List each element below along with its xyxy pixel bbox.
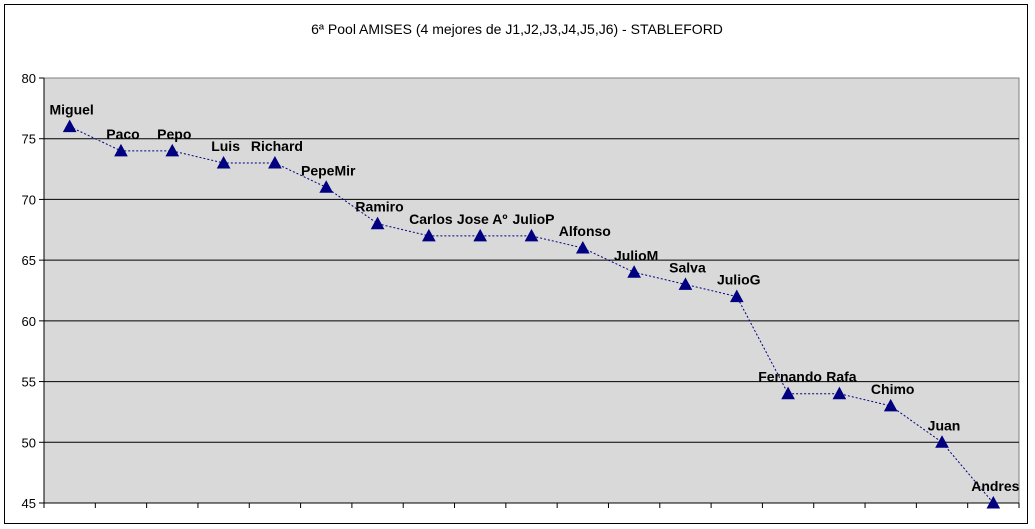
data-point-label: Richard [251, 138, 303, 154]
y-tick-label: 50 [22, 435, 36, 450]
data-point-marker [268, 155, 282, 169]
data-point-marker [114, 143, 128, 157]
data-point-label: Alfonso [559, 223, 611, 239]
y-axis: 45 50 55 60 65 70 75 80 [22, 71, 45, 511]
y-tick-label: 65 [22, 253, 36, 268]
data-point-label: Miguel [49, 102, 93, 118]
chart-title: 6ª Pool AMISES (4 mejores de J1,J2,J3,J4… [311, 21, 723, 37]
plot-area [43, 77, 1020, 504]
data-point-label: PepeMir [301, 162, 356, 178]
data-point-label: JulioM [614, 247, 658, 263]
x-axis [43, 502, 1020, 508]
data-point-label: Salva [669, 259, 706, 275]
y-tick-label: 45 [22, 496, 36, 511]
data-point-marker [883, 398, 898, 412]
data-point-label: JulioP [512, 211, 554, 227]
data-markers [62, 119, 1001, 509]
y-tick-label: 70 [22, 192, 36, 207]
data-labels: Miguel Paco Pepo Luis Richard PepeMir Ramiro Ca… [49, 102, 1019, 494]
data-point-marker [370, 216, 385, 230]
data-point-label: Andres [971, 478, 1019, 494]
data-point-label: Pepo [157, 126, 191, 142]
data-point-marker [986, 495, 1001, 509]
data-point-label: JulioG [717, 272, 761, 288]
data-point-marker [575, 240, 590, 254]
y-tick-label: 75 [22, 132, 36, 147]
data-point-marker [422, 228, 436, 242]
data-point-label: Luis [211, 138, 240, 154]
data-point-label: Jose Aº [457, 211, 508, 227]
data-point-marker [832, 386, 847, 400]
data-point-marker [678, 277, 693, 290]
y-tick-label: 60 [22, 314, 36, 329]
data-point-marker [524, 228, 539, 242]
data-point-marker [216, 155, 231, 169]
y-tick-label: 55 [22, 375, 36, 390]
grid-lines [44, 138, 1019, 443]
data-point-label: Fernando [758, 369, 822, 385]
data-point-marker [781, 386, 795, 400]
data-point-label: Juan [928, 417, 961, 433]
data-point-marker [935, 435, 949, 448]
data-point-label: Carlos [409, 211, 453, 227]
data-point-marker [319, 180, 334, 193]
data-point-label: Rafa [826, 369, 857, 385]
data-point-label: Chimo [871, 381, 915, 397]
data-point-marker [62, 119, 77, 133]
y-tick-label: 80 [22, 71, 36, 86]
data-point-marker [627, 265, 641, 278]
data-point-marker [729, 289, 744, 303]
data-point-label: Paco [106, 126, 139, 142]
data-point-label: Ramiro [355, 199, 403, 215]
data-point-marker [165, 143, 180, 157]
data-point-marker [473, 228, 488, 242]
